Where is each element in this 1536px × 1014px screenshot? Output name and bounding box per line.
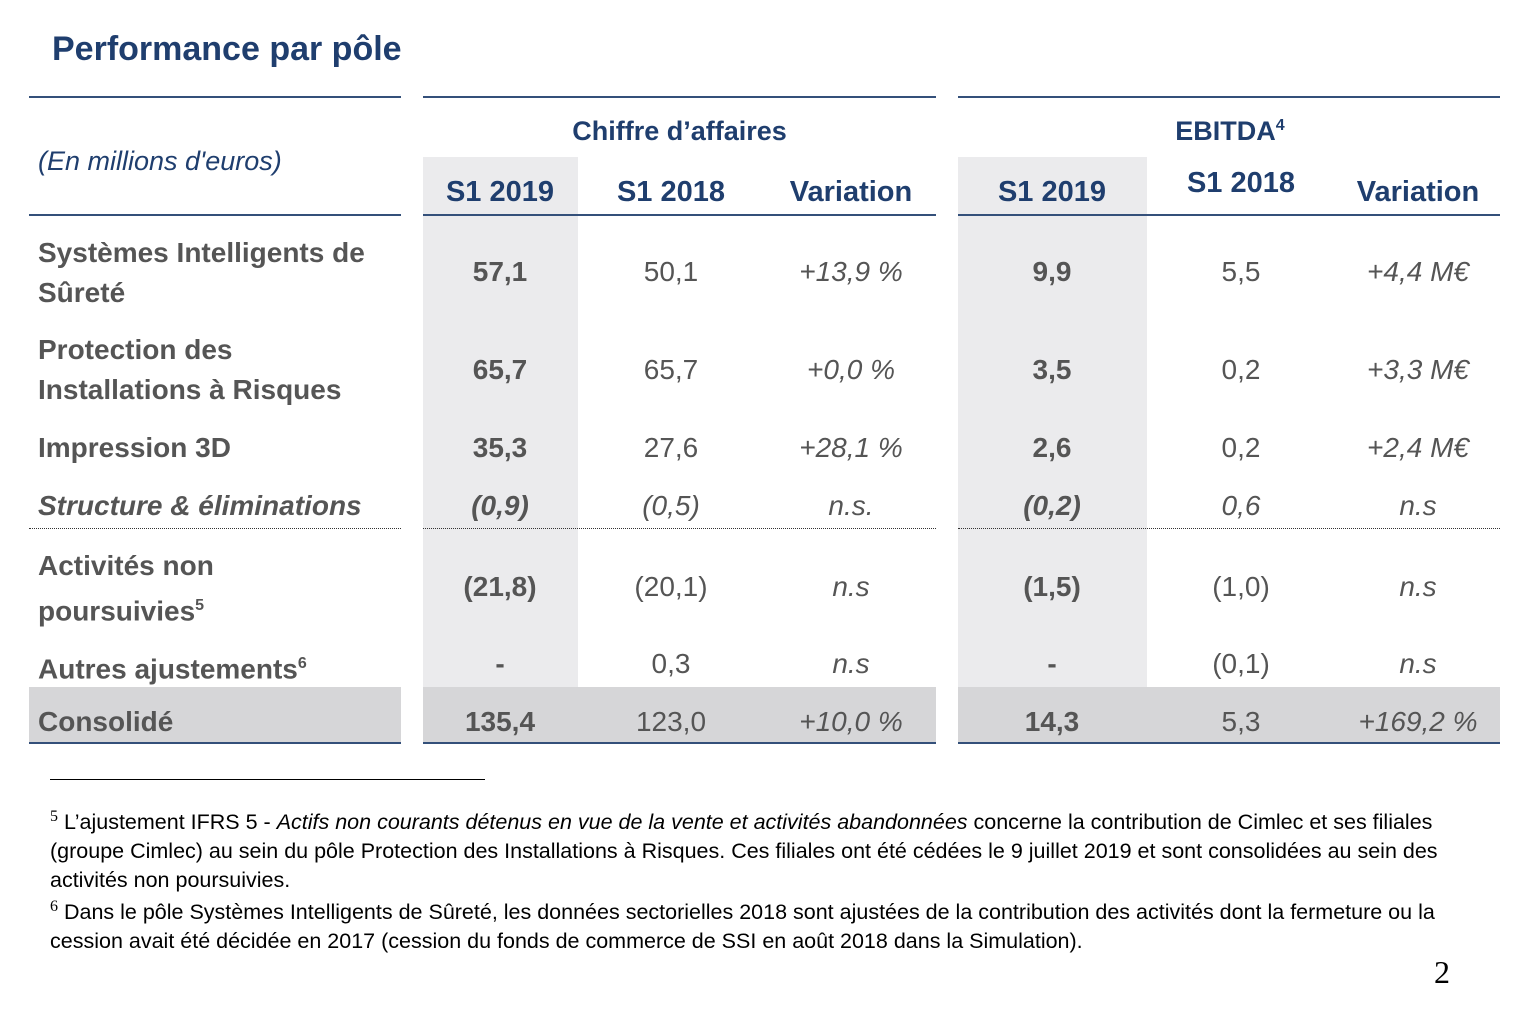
cell-ebitda-2019: (0,2) (1023, 490, 1081, 521)
cell-rev-2019: (0,9) (471, 490, 529, 521)
cell-ebitda-variation: +2,4 M€ (1367, 432, 1469, 463)
row-label-impression-3d: Impression 3D (38, 432, 231, 463)
page-title: Performance par pôle (52, 30, 402, 68)
cell-ebitda-2018: 5,5 (1221, 256, 1261, 287)
col-header-rev-s1-2018: S1 2018 (616, 176, 726, 208)
cell-ebitda-2019: 14,3 (1024, 706, 1080, 737)
cell-ebitda-2018: 0,6 (1221, 490, 1261, 521)
cell-ebitda-variation: n.s (1399, 490, 1437, 521)
cell-rev-2019: 135,4 (464, 706, 536, 737)
subtotal-dotted-rule-revenue (423, 528, 936, 529)
cell-rev-2019: 57,1 (472, 256, 528, 287)
cell-ebitda-variation: +169,2 % (1358, 706, 1478, 737)
cell-ebitda-variation: n.s (1399, 648, 1437, 679)
cell-rev-variation: n.s (832, 571, 870, 602)
cell-ebitda-variation: n.s (1399, 571, 1437, 602)
cell-rev-variation: n.s (832, 648, 870, 679)
cell-rev-variation: n.s. (828, 490, 874, 521)
page-number: 2 (1434, 954, 1450, 990)
cell-rev-variation: +10,0 % (799, 706, 903, 737)
row-label-protection-installations: Protection des Installations à Risques (38, 334, 342, 405)
row-label-autres-ajustements: Autres ajustements6 (38, 653, 307, 685)
row-label-systemes-intelligents: Systèmes Intelligents de Sûreté (38, 237, 365, 308)
cell-ebitda-2018: (1,0) (1212, 571, 1270, 602)
header-top-rule-label (29, 96, 401, 98)
cell-ebitda-2019: 9,9 (1032, 256, 1072, 287)
cell-rev-2018: (0,5) (642, 490, 700, 521)
cell-ebitda-2019: 3,5 (1032, 354, 1072, 385)
units-label: (En millions d'euros) (38, 146, 282, 176)
row-label-activites-non-poursuivies: Activités non poursuivies5 (38, 550, 214, 627)
col-header-rev-variation: Variation (789, 176, 913, 208)
table-bottom-rule-ebitda (958, 742, 1500, 744)
footnote-separator (50, 779, 485, 780)
col-header-ebitda-s1-2018: S1 2018 (1186, 167, 1296, 199)
group-header-ebitda: EBITDA4 (1175, 116, 1285, 146)
col-header-ebitda-variation: Variation (1356, 176, 1480, 208)
header-top-rule-revenue (423, 96, 936, 98)
rev-s1-2019-column-shade (423, 157, 578, 687)
subtotal-dotted-rule-ebitda (958, 528, 1500, 529)
header-bottom-rule-ebitda (958, 214, 1500, 216)
cell-rev-variation: +13,9 % (799, 256, 903, 287)
col-header-ebitda-s1-2019: S1 2019 (997, 176, 1107, 208)
row-label-structure-eliminations: Structure & éliminations (38, 490, 362, 521)
cell-ebitda-variation: +3,3 M€ (1367, 354, 1469, 385)
col-header-rev-s1-2019: S1 2019 (445, 176, 555, 208)
consolidated-row-shade-ebitda (958, 687, 1500, 743)
cell-rev-2019: - (495, 648, 505, 679)
cell-rev-2018: 27,6 (643, 432, 699, 463)
cell-rev-2018: 0,3 (651, 648, 691, 679)
footnote-ref-6: 6 (297, 655, 307, 672)
ebitda-s1-2019-column-shade (958, 157, 1147, 687)
cell-rev-2018: 50,1 (643, 256, 699, 287)
header-bottom-rule-revenue (423, 214, 936, 216)
cell-rev-2018: 123,0 (635, 706, 707, 737)
footnote-ref-5: 5 (195, 597, 205, 614)
cell-rev-variation: +0,0 % (807, 354, 895, 385)
cell-ebitda-2019: - (1047, 648, 1057, 679)
cell-ebitda-2018: 5,3 (1221, 706, 1261, 737)
cell-ebitda-2018: 0,2 (1221, 432, 1261, 463)
footnote-6: 6 Dans le pôle Systèmes Intelligents de … (50, 898, 1435, 954)
footnote-5: 5 L’ajustement IFRS 5 - Actifs non coura… (50, 808, 1438, 893)
cell-rev-2019: (21,8) (463, 571, 537, 602)
cell-rev-variation: +28,1 % (799, 432, 903, 463)
header-top-rule-ebitda (958, 96, 1500, 98)
subtotal-dotted-rule-label (29, 528, 401, 529)
consolidated-row-shade-revenue (423, 687, 936, 743)
cell-rev-2018: (20,1) (634, 571, 708, 602)
cell-ebitda-2019: 2,6 (1032, 432, 1072, 463)
cell-ebitda-2019: (1,5) (1023, 571, 1081, 602)
cell-ebitda-2018: (0,1) (1212, 648, 1270, 679)
table-bottom-rule-label (29, 742, 401, 744)
ebitda-footnote-ref: 4 (1275, 117, 1285, 134)
table-bottom-rule-revenue (423, 742, 936, 744)
consolidated-row-shade-label (29, 687, 401, 743)
header-bottom-rule-label (29, 214, 401, 216)
group-header-revenue: Chiffre d’affaires (572, 116, 787, 146)
cell-rev-2019: 65,7 (472, 354, 528, 385)
cell-rev-2018: 65,7 (643, 354, 699, 385)
cell-rev-2019: 35,3 (472, 432, 528, 463)
cell-ebitda-variation: +4,4 M€ (1367, 256, 1469, 287)
row-label-consolide: Consolidé (38, 706, 174, 737)
cell-ebitda-2018: 0,2 (1221, 354, 1261, 385)
